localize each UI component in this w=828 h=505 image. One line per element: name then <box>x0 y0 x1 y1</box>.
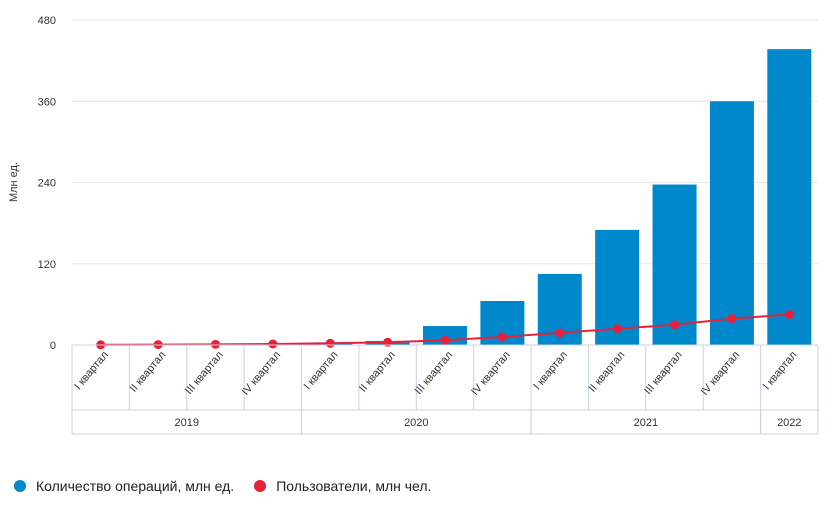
users-point <box>612 324 622 334</box>
users-point <box>727 314 737 324</box>
category-label: III квартал <box>413 349 456 397</box>
category-label: I квартал <box>531 349 570 392</box>
category-label: II квартал <box>357 349 398 394</box>
category-label: III квартал <box>642 349 685 397</box>
category-label: I квартал <box>761 349 800 392</box>
y-axis-ticks: 0 120 240 360 480 <box>38 15 56 352</box>
category-label: I квартал <box>302 349 341 392</box>
users-point <box>555 328 565 338</box>
y-tick-label: 360 <box>38 96 56 108</box>
users-point <box>268 339 278 349</box>
legend-marker-operations <box>14 480 26 492</box>
bar <box>767 49 812 345</box>
legend-item-users[interactable]: Пользователи, млн чел. <box>254 478 431 494</box>
y-tick-label: 120 <box>38 259 56 271</box>
y-axis-label: Млн ед. <box>8 162 20 202</box>
category-label: IV квартал <box>469 349 513 398</box>
chart: 0 120 240 360 480 Млн ед. I квартал II кварта… <box>8 15 819 435</box>
users-point <box>440 335 450 345</box>
category-label: IV квартал <box>240 349 284 398</box>
legend: Количество операций, млн ед. Пользовател… <box>14 478 431 494</box>
x-axis: I квартал II квартал III квартал IV квартал… <box>71 344 819 435</box>
year-label: 2021 <box>634 417 658 429</box>
category-label: III квартал <box>183 349 226 397</box>
y-tick-label: 240 <box>38 178 56 190</box>
bar <box>709 101 754 345</box>
legend-item-operations[interactable]: Количество операций, млн ед. <box>14 478 234 494</box>
category-label: IV квартал <box>699 349 743 398</box>
category-label: II квартал <box>587 349 628 394</box>
users-point <box>670 320 680 330</box>
bars <box>78 49 812 346</box>
y-tick-label: 0 <box>50 340 56 352</box>
legend-marker-users <box>254 480 267 492</box>
y-tick-label: 480 <box>38 15 56 27</box>
year-label: 2019 <box>175 417 199 429</box>
legend-label-operations: Количество операций, млн ед. <box>36 478 235 494</box>
users-point <box>497 332 507 342</box>
users-point <box>784 310 794 320</box>
bar <box>652 184 697 345</box>
year-label: 2022 <box>777 417 801 429</box>
year-label: 2020 <box>404 417 428 429</box>
users-point <box>325 338 335 348</box>
category-label: II квартал <box>128 349 169 394</box>
legend-label-users: Пользователи, млн чел. <box>276 478 432 494</box>
users-point <box>210 339 220 349</box>
category-label: I квартал <box>72 349 111 392</box>
gridlines <box>72 19 818 265</box>
